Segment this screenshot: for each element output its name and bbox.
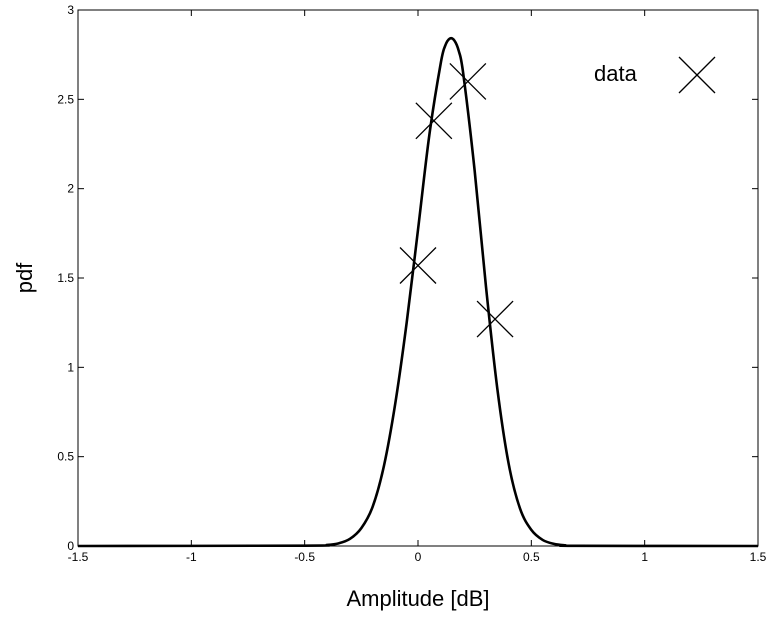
x-tick-label: 0 xyxy=(415,550,422,564)
y-tick-label: 1 xyxy=(67,360,74,374)
x-tick-label: -1 xyxy=(186,550,197,564)
y-tick-label: 0.5 xyxy=(57,450,74,464)
plot-area xyxy=(77,9,759,547)
y-tick-label: 2 xyxy=(67,182,74,196)
y-tick-label: 2.5 xyxy=(57,92,74,106)
pdf-curve xyxy=(77,36,759,548)
x-tick-label: 1.5 xyxy=(750,550,767,564)
legend-label-data: data xyxy=(594,61,638,86)
x-tick-label: -1.5 xyxy=(68,550,89,564)
legend-marker-x xyxy=(678,56,716,94)
y-tick-label: 3 xyxy=(67,3,74,17)
data-point-marker xyxy=(399,247,437,284)
x-axis-title: Amplitude [dB] xyxy=(346,586,489,611)
legend: data xyxy=(594,56,716,94)
data-point-marker xyxy=(415,102,453,140)
y-tick-label: 1.5 xyxy=(57,271,74,285)
data-point-marker xyxy=(476,300,514,338)
data-point-marker xyxy=(449,63,487,100)
x-tick-label: -0.5 xyxy=(294,550,315,564)
y-tick-label: 0 xyxy=(67,539,74,553)
x-tick-label: 1 xyxy=(641,550,648,564)
series-layer xyxy=(77,36,759,548)
legend-x-icon xyxy=(678,56,716,94)
y-axis-title: pdf xyxy=(12,262,37,293)
x-tick-label: 0.5 xyxy=(523,550,540,564)
